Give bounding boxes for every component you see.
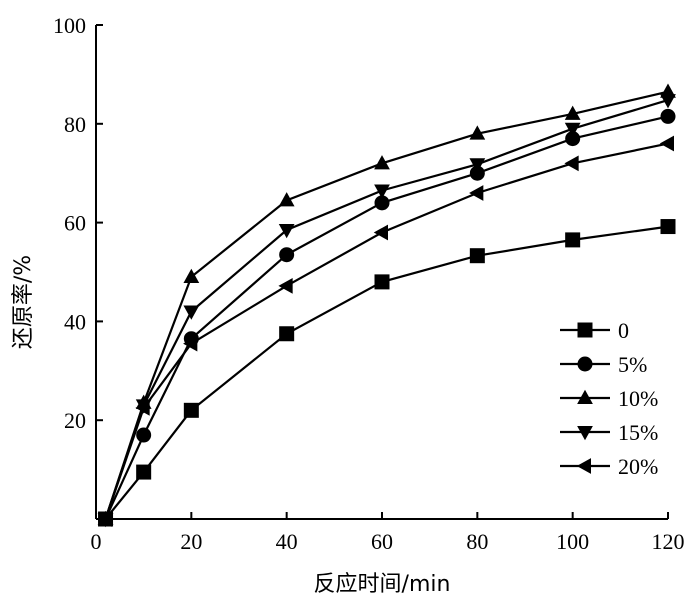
data-point	[278, 192, 295, 207]
y-tick-label: 80	[64, 112, 86, 137]
series-line	[104, 90, 669, 520]
legend-entry: 0	[560, 318, 629, 343]
data-point	[564, 122, 581, 137]
series-2	[97, 83, 676, 525]
data-point	[374, 184, 390, 199]
series-0	[98, 219, 676, 527]
data-point	[183, 335, 198, 352]
data-point	[564, 105, 581, 120]
x-tick-label: 0	[91, 529, 102, 554]
data-point	[469, 185, 484, 201]
data-point	[183, 268, 200, 283]
data-point	[660, 94, 676, 109]
legend-label: 5%	[618, 352, 647, 377]
data-point	[278, 277, 293, 294]
y-tick-label: 100	[53, 13, 86, 38]
y-tick-label: 20	[64, 408, 86, 433]
legend-label: 0	[618, 318, 629, 343]
data-point	[565, 232, 581, 248]
data-point	[374, 155, 390, 170]
data-point	[278, 224, 295, 239]
legend-marker	[576, 458, 591, 474]
data-point	[469, 165, 485, 181]
x-tick-label: 100	[556, 529, 589, 554]
data-point	[469, 125, 486, 140]
legend-marker	[577, 426, 593, 441]
legend-marker	[577, 389, 593, 404]
legend-entry: 10%	[560, 386, 658, 411]
x-tick-label: 120	[652, 529, 685, 554]
data-point	[135, 399, 150, 416]
data-point	[374, 274, 390, 290]
data-point	[469, 248, 485, 264]
legend-marker	[577, 356, 593, 372]
y-axis-title: 还原率/%	[11, 255, 36, 349]
data-point	[279, 326, 295, 342]
legend-entry: 15%	[560, 420, 658, 445]
series-line	[104, 225, 669, 520]
data-point	[136, 464, 152, 480]
data-point	[97, 511, 112, 527]
x-tick-label: 20	[180, 529, 202, 554]
data-point	[469, 158, 486, 173]
series-1	[98, 108, 676, 527]
legend-label: 10%	[618, 386, 658, 411]
axes: 0 20 40 60 80 100 120 20 40 60 80 100	[53, 13, 685, 554]
data-point	[565, 131, 581, 147]
x-tick-label: 60	[371, 529, 393, 554]
legend-entry: 20%	[560, 454, 658, 479]
data-point	[374, 195, 390, 211]
legend-entry: 5%	[560, 352, 647, 377]
series-line	[104, 99, 669, 520]
data-point	[660, 108, 676, 124]
y-tick-label: 40	[64, 309, 86, 334]
x-tick-label: 40	[276, 529, 298, 554]
legend-label: 20%	[618, 454, 658, 479]
data-point	[373, 224, 388, 241]
x-tick-label: 80	[466, 529, 488, 554]
data-point	[564, 155, 579, 172]
data-point	[660, 219, 676, 235]
legend-label: 15%	[618, 420, 658, 445]
legend-marker	[577, 322, 593, 338]
data-point	[183, 305, 200, 320]
series-layer	[97, 83, 676, 528]
y-tick-label: 60	[64, 211, 86, 236]
series-line	[104, 115, 669, 520]
data-point	[659, 135, 674, 152]
data-point	[183, 402, 199, 418]
data-point	[279, 247, 295, 263]
series-line	[104, 142, 669, 520]
series-4	[97, 135, 674, 527]
data-point	[136, 427, 152, 443]
legend: 0 5% 10% 15% 20%	[560, 318, 658, 479]
x-axis-title: 反应时间/min	[314, 572, 451, 597]
